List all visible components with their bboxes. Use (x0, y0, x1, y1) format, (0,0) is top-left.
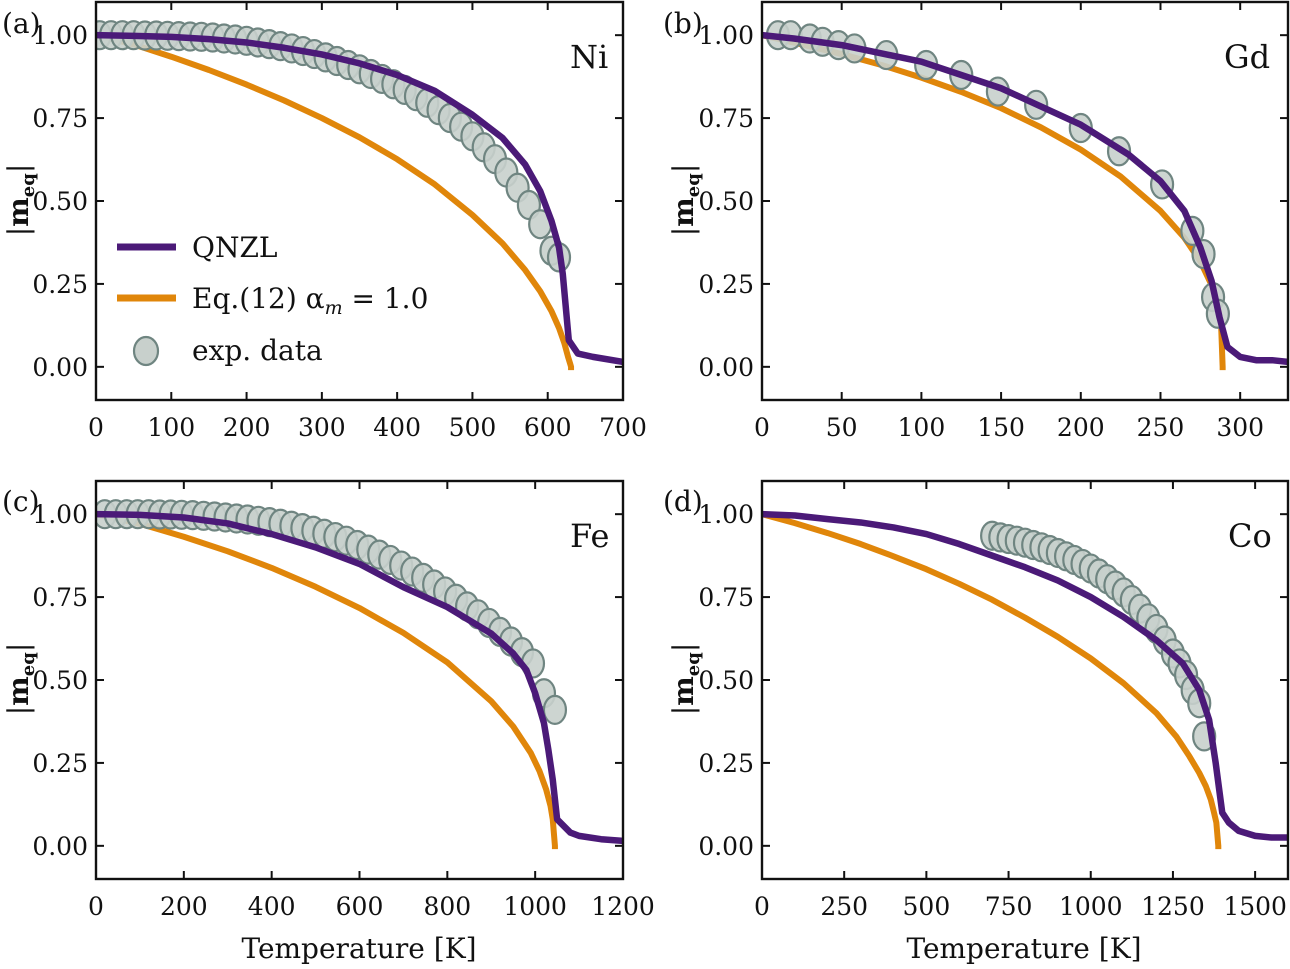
panel-c-element-label: Fe (570, 517, 609, 555)
panel-b-xtick-label: 50 (826, 413, 858, 442)
panel-a-xtick-label: 0 (88, 413, 104, 442)
panel-b-xtick-label: 200 (1057, 413, 1105, 442)
panel-b-letter: (b) (663, 7, 703, 40)
panel-d-xtick-label: 750 (985, 892, 1033, 921)
panel-d-element-label: Co (1228, 517, 1272, 555)
svg-text:|meq|: |meq| (667, 643, 704, 716)
panel-a-plot-area: 0 100 200 300 400 500 600 700 0.00 0.25 0.50 0.75 1.… (32, 0, 647, 442)
panel-d-eq12-line (762, 511, 1222, 850)
panel-c-xtick-label: 400 (248, 892, 296, 921)
panel-b-ytick-label: 0.00 (698, 353, 754, 382)
panel-c-ytick-label: 0.75 (32, 583, 88, 612)
panel-d-ytick-label: 0.50 (698, 666, 754, 695)
panel-b-ytick-label: 0.75 (698, 104, 754, 133)
panel-a-ytick-label: 0.50 (32, 187, 88, 216)
panel-a-eq12-line (96, 32, 575, 371)
panel-d: 0 250 500 750 1000 1250 1500 0.00 0.25 0.50 0.75 1.… (663, 479, 1290, 921)
panel-c-frame (94, 479, 625, 881)
panel-c-ytick-label: 1.00 (32, 500, 88, 529)
legend: QNZL Eq.(12) αm = 1.0 exp. data (117, 231, 428, 367)
panel-c-ytick-label: 0.25 (32, 749, 88, 778)
panel-d-frame (760, 479, 1290, 881)
panel-a-xtick-label: 600 (524, 413, 572, 442)
panel-a-xtick-label: 400 (373, 413, 421, 442)
panel-d-xtick-label: 250 (820, 892, 868, 921)
panel-a: 0 100 200 300 400 500 600 700 0.00 0.25 0.50 0.75 1.… (2, 0, 647, 442)
panel-c-xtick-label: 1200 (591, 892, 655, 921)
panel-c-xtick-label: 1000 (503, 892, 567, 921)
svg-text:|meq|: |meq| (667, 164, 704, 237)
panel-b-plot-area: 0 50 100 150 200 250 300 0.00 0.25 0.50 0.75 1.00 (698, 0, 1290, 442)
panel-b-xtick-label: 100 (898, 413, 946, 442)
panel-b: 0 50 100 150 200 250 300 0.00 0.25 0.50 0.75 1.00 (… (663, 0, 1290, 442)
panel-a-ytick-label: 0.00 (32, 353, 88, 382)
legend-exp-marker (132, 335, 160, 367)
panel-c-letter: (c) (2, 485, 40, 518)
panel-c-ylabel: |meq| (2, 643, 39, 716)
panel-b-ytick-label: 1.00 (698, 21, 754, 50)
panel-c-xlabel: Temperature [K] (241, 932, 476, 965)
legend-exp-label: exp. data (192, 334, 323, 367)
panel-c-eq12-line (96, 511, 558, 850)
panel-b-series-group (762, 20, 1288, 371)
panel-c-plot-area: 0 200 400 600 800 1000 1200 0.00 0.25 0.50 0.75 1.0… (32, 479, 655, 921)
panel-c-exp-point (542, 694, 568, 725)
panel-d-xtick-label: 1250 (1141, 892, 1205, 921)
panel-d-ylabel: |meq| (667, 643, 704, 716)
panel-a-letter: (a) (2, 7, 41, 40)
panel-b-xtick-label: 250 (1137, 413, 1185, 442)
panel-a-element-label: Ni (570, 38, 608, 76)
panel-b-xtick-label: 0 (754, 413, 770, 442)
panel-c-xtick-label: 600 (336, 892, 384, 921)
panel-d-ytick-label: 0.00 (698, 832, 754, 861)
panel-b-ylabel: |meq| (667, 164, 704, 237)
svg-text:|meq|: |meq| (2, 643, 39, 716)
panel-a-ytick-label: 1.00 (32, 21, 88, 50)
panel-a-frame (94, 0, 625, 402)
panel-a-xtick-label: 200 (223, 413, 271, 442)
panel-a-xtick-label: 700 (599, 413, 647, 442)
panel-a-ytick-label: 0.25 (32, 270, 88, 299)
legend-eq12-label: Eq.(12) αm = 1.0 (192, 282, 428, 319)
panel-d-xlabel: Temperature [K] (906, 932, 1141, 965)
panel-d-xtick-label: 500 (903, 892, 951, 921)
panel-a-ylabel: |meq| (2, 164, 39, 237)
panel-a-xtick-label: 300 (298, 413, 346, 442)
panel-a-xtick-label: 100 (147, 413, 195, 442)
panel-d-letter: (d) (663, 485, 703, 518)
panel-b-xtick-label: 300 (1216, 413, 1264, 442)
panel-b-element-label: Gd (1224, 38, 1270, 76)
panel-d-ytick-label: 1.00 (698, 500, 754, 529)
panel-d-xtick-label: 0 (754, 892, 770, 921)
panel-b-frame (760, 0, 1290, 402)
panel-d-plot-area: 0 250 500 750 1000 1250 1500 0.00 0.25 0.50 0.75 1.… (698, 479, 1290, 921)
panel-c-xtick-label: 200 (160, 892, 208, 921)
panel-d-ytick-label: 0.25 (698, 749, 754, 778)
panel-d-series-group (762, 510, 1288, 850)
panel-c-xtick-label: 0 (88, 892, 104, 921)
panel-b-ytick-label: 0.50 (698, 187, 754, 216)
panel-d-xtick-label: 1500 (1223, 892, 1287, 921)
panel-c-series-group (96, 499, 623, 850)
panel-a-qnzl-line (96, 31, 623, 366)
svg-text:|meq|: |meq| (2, 164, 39, 237)
panel-b-ytick-label: 0.25 (698, 270, 754, 299)
panel-c-ytick-label: 0.00 (32, 832, 88, 861)
panel-d-xtick-label: 1000 (1059, 892, 1123, 921)
legend-qnzl-label: QNZL (192, 231, 278, 264)
panel-c-ytick-label: 0.50 (32, 666, 88, 695)
panel-c-qnzl-line (96, 510, 623, 845)
panel-a-xtick-label: 500 (449, 413, 497, 442)
panel-c: 0 200 400 600 800 1000 1200 0.00 0.25 0.50 0.75 1.0… (2, 479, 655, 921)
panel-c-xtick-label: 800 (423, 892, 471, 921)
panel-b-qnzl-line (762, 31, 1288, 366)
panel-a-ytick-label: 0.75 (32, 104, 88, 133)
panel-d-qnzl-line (762, 510, 1288, 841)
panel-d-ytick-label: 0.75 (698, 583, 754, 612)
panel-b-xtick-label: 150 (977, 413, 1025, 442)
panel-a-series-group (96, 20, 623, 371)
